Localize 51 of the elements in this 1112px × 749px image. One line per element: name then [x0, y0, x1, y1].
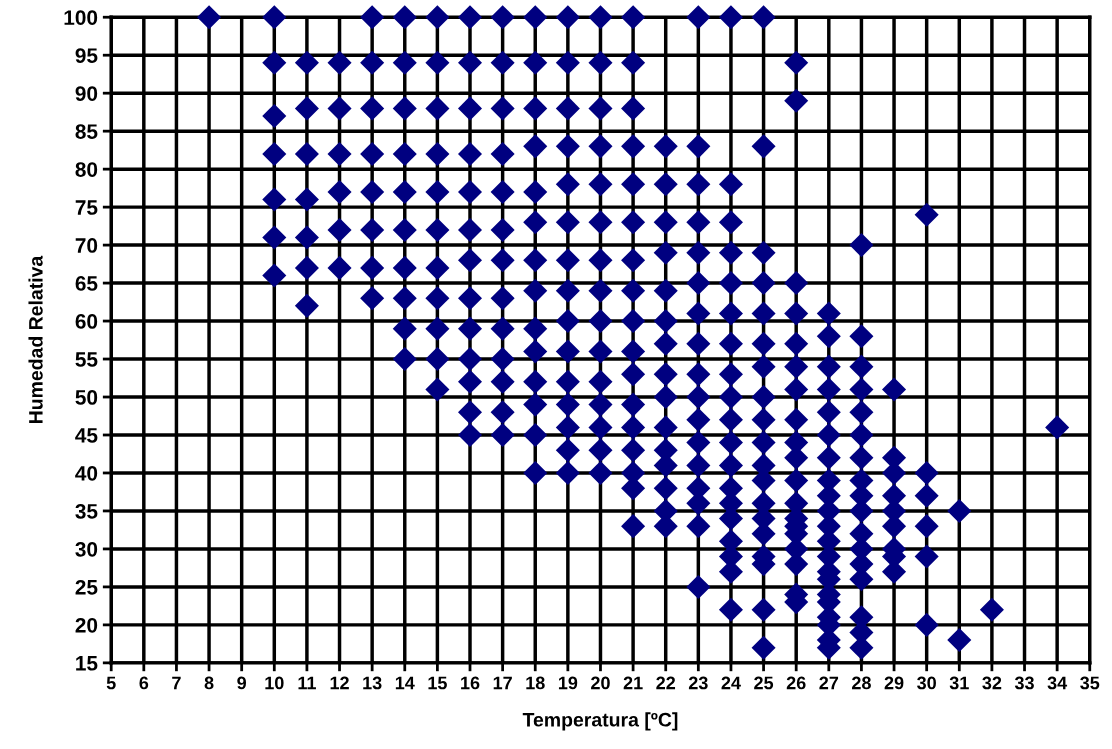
x-tick-label: 7 — [172, 676, 181, 690]
y-tick-label: 80 — [75, 162, 98, 177]
x-tick-label: 26 — [786, 676, 806, 690]
y-tick-label: 25 — [75, 579, 98, 595]
y-tick-label: 15 — [76, 656, 98, 671]
y-tick-label: 90 — [75, 86, 98, 101]
y-tick-label: 30 — [75, 541, 98, 557]
y-tick-label: 55 — [75, 352, 98, 367]
x-tick-label: 20 — [591, 676, 610, 690]
x-tick-label: 24 — [721, 676, 741, 690]
y-tick-label: 20 — [75, 617, 98, 633]
x-tick-label: 13 — [363, 676, 382, 690]
x-tick-label: 32 — [982, 676, 1002, 690]
y-tick-label: 100 — [64, 10, 98, 25]
x-tick-label: 5 — [106, 676, 116, 690]
y-tick-label: 95 — [75, 48, 98, 63]
y-tick-label: 45 — [75, 428, 98, 443]
x-tick-label: 34 — [1047, 676, 1068, 690]
x-tick-label: 31 — [949, 676, 969, 690]
x-tick-label: 16 — [461, 676, 480, 690]
x-tick-label: 28 — [852, 676, 871, 690]
x-tick-label: 17 — [493, 676, 512, 690]
y-axis-title: Humedad Relativa — [28, 255, 43, 424]
x-tick-label: 18 — [526, 676, 545, 690]
x-tick-label: 6 — [139, 676, 149, 690]
y-tick-label: 65 — [75, 276, 98, 291]
y-tick-label: 50 — [75, 390, 98, 405]
x-tick-label: 14 — [395, 676, 415, 690]
x-tick-label: 10 — [265, 676, 284, 690]
x-tick-label: 11 — [298, 676, 316, 690]
x-tick-label: 12 — [330, 676, 349, 690]
y-tick-label: 75 — [75, 200, 98, 215]
x-tick-label: 30 — [917, 676, 936, 690]
x-tick-label: 25 — [754, 676, 774, 690]
x-tick-label: 23 — [688, 676, 708, 690]
x-tick-label: 22 — [656, 676, 676, 690]
x-tick-label: 19 — [558, 676, 578, 690]
x-tick-label: 9 — [237, 676, 247, 690]
x-tick-label: 15 — [428, 676, 447, 690]
x-tick-label: 27 — [819, 676, 839, 690]
y-tick-label: 40 — [75, 465, 98, 481]
y-tick-label: 60 — [75, 314, 98, 329]
y-tick-label: 35 — [75, 503, 98, 519]
x-tick-label: 21 — [623, 676, 643, 690]
y-tick-label: 70 — [75, 238, 98, 253]
y-tick-label: 85 — [75, 124, 98, 139]
x-tick-label: 35 — [1080, 676, 1100, 690]
x-tick-label: 33 — [1014, 676, 1034, 690]
x-tick-label: 29 — [884, 676, 904, 690]
x-tick-label: 8 — [204, 676, 214, 690]
x-axis-title: Temperatura [ºC] — [522, 712, 678, 731]
